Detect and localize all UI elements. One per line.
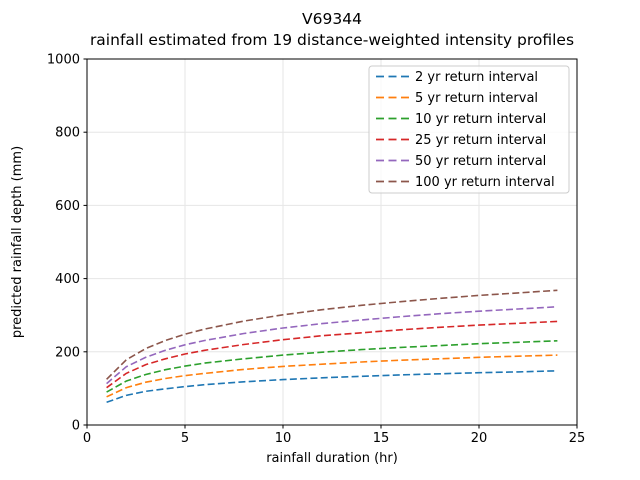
y-tick-label-800: 800 (55, 126, 80, 141)
legend-label-6: 100 yr return interval (415, 175, 555, 190)
data-series (106, 289, 558, 404)
x-tick-label-5: 5 (181, 431, 189, 446)
series-line-10-yr-return-interval (106, 340, 558, 393)
x-tick-label-20: 20 (471, 431, 488, 446)
x-axis-label: rainfall duration (hr) (266, 451, 398, 466)
legend-label-4: 25 yr return interval (415, 133, 546, 148)
series-line-50-yr-return-interval (106, 306, 558, 385)
y-axis-label: predicted rainfall depth (mm) (10, 146, 25, 338)
axis-ticks: 0 5 10 15 20 25 0 200 400 600 800 1000 (47, 53, 585, 447)
chart-subtitle: rainfall estimated from 19 distance-weig… (90, 31, 574, 49)
legend-label-5: 50 yr return interval (415, 154, 546, 169)
x-tick-label-10: 10 (275, 431, 292, 446)
y-tick-label-1000: 1000 (47, 53, 80, 68)
series-line-2-yr-return-interval (106, 370, 558, 404)
series-line-5-yr-return-interval (106, 354, 558, 398)
y-tick-label-600: 600 (55, 199, 80, 214)
series-line-100-yr-return-interval (106, 289, 558, 380)
x-tick-label-0: 0 (83, 431, 91, 446)
chart-title: V69344 (302, 10, 362, 28)
legend-box (368, 65, 570, 194)
series-line-25-yr-return-interval (106, 320, 558, 389)
plot-border (86, 58, 578, 426)
y-tick-label-0: 0 (72, 419, 80, 434)
legend-label-2: 5 yr return interval (415, 91, 538, 106)
legend: 2 yr return interval 5 yr return interval… (368, 65, 570, 194)
y-tick-label-200: 200 (55, 345, 80, 360)
x-tick-label-25: 25 (569, 431, 586, 446)
y-tick-label-400: 400 (55, 272, 80, 287)
legend-label-1: 2 yr return interval (415, 70, 538, 85)
legend-label-3: 10 yr return interval (415, 112, 546, 127)
x-tick-label-15: 15 (373, 431, 390, 446)
